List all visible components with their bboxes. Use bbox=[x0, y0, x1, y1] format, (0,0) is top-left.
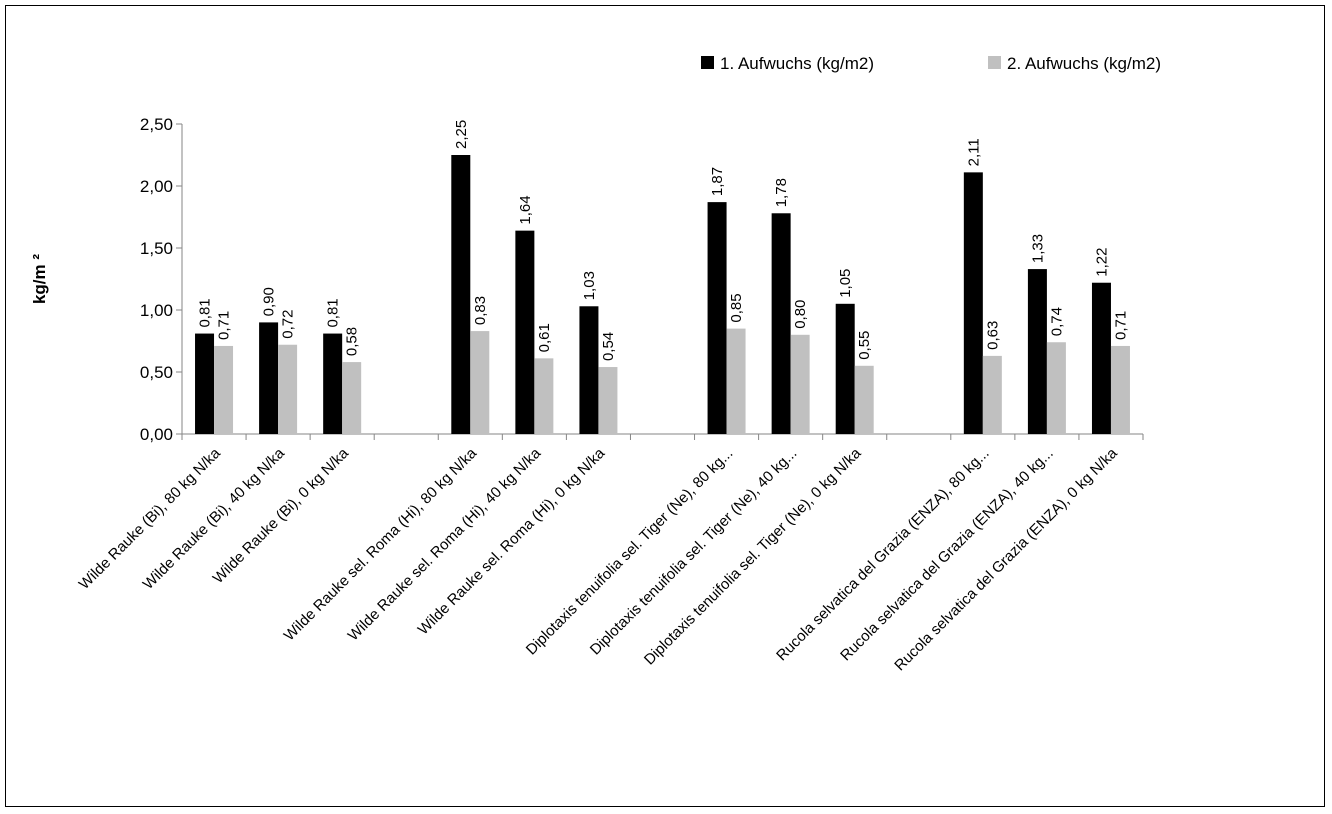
x-category-label: Rucola selvatica del Grazia (ENZA), 0 kg… bbox=[891, 444, 1121, 674]
data-label-series1: 0,81 bbox=[325, 298, 342, 327]
data-label-series1: 1,22 bbox=[1093, 248, 1110, 277]
bar-series1 bbox=[323, 333, 343, 434]
y-tick-label: 1,50 bbox=[140, 239, 173, 258]
bar-series2 bbox=[534, 358, 554, 434]
data-label-series2: 0,54 bbox=[600, 332, 617, 361]
bar-series1 bbox=[259, 322, 279, 434]
y-axis-label: kg/m ² bbox=[30, 254, 49, 304]
bar-series1 bbox=[195, 333, 215, 434]
data-label-series1: 1,05 bbox=[837, 269, 854, 298]
x-category-label: Diplotaxis tenuifolia sel. Tiger (Ne), 0… bbox=[641, 444, 865, 668]
bar-series2 bbox=[278, 344, 298, 434]
data-label-series1: 2,25 bbox=[453, 120, 470, 149]
bar-series2 bbox=[470, 331, 490, 434]
y-tick-label: 0,50 bbox=[140, 363, 173, 382]
bar-series2 bbox=[214, 345, 234, 434]
data-label-series2: 0,85 bbox=[728, 293, 745, 322]
bar-series2 bbox=[342, 362, 362, 434]
data-label-series1: 0,81 bbox=[197, 298, 214, 327]
data-label-series2: 0,72 bbox=[280, 310, 297, 339]
data-label-series2: 0,58 bbox=[344, 327, 361, 356]
bar-series1 bbox=[1027, 269, 1047, 434]
data-label-series1: 1,64 bbox=[517, 195, 534, 224]
bar-series1 bbox=[835, 303, 855, 434]
data-label-series1: 0,90 bbox=[261, 287, 278, 316]
y-tick-label: 1,00 bbox=[140, 301, 173, 320]
data-label-series1: 1,03 bbox=[581, 271, 598, 300]
data-label-series2: 0,55 bbox=[856, 331, 873, 360]
bar-series1 bbox=[451, 155, 471, 434]
bar-series2 bbox=[982, 355, 1002, 434]
y-tick-label: 0,00 bbox=[140, 425, 173, 444]
bar-series2 bbox=[1046, 342, 1066, 434]
data-label-series2: 0,71 bbox=[216, 311, 233, 340]
data-label-series2: 0,63 bbox=[984, 321, 1001, 350]
data-label-series2: 0,61 bbox=[536, 323, 553, 352]
bar-series2 bbox=[1110, 345, 1130, 434]
data-label-series1: 1,33 bbox=[1029, 234, 1046, 263]
bar-series1 bbox=[515, 230, 535, 434]
y-tick-label: 2,50 bbox=[140, 115, 173, 134]
data-label-series1: 1,78 bbox=[773, 178, 790, 207]
data-label-series2: 0,71 bbox=[1112, 311, 1129, 340]
bar-series2 bbox=[726, 328, 746, 434]
bar-series1 bbox=[963, 172, 983, 435]
legend-swatch-series1 bbox=[701, 56, 714, 69]
bar-series1 bbox=[707, 202, 727, 434]
data-label-series2: 0,83 bbox=[472, 296, 489, 325]
bar-series2 bbox=[598, 367, 618, 434]
legend-swatch-series2 bbox=[988, 56, 1001, 69]
legend-label-series1: 1. Aufwuchs (kg/m2) bbox=[720, 54, 874, 73]
x-category-label: Rucola selvatica del Grazia (ENZA), 80 k… bbox=[773, 445, 993, 665]
bar-series1 bbox=[1091, 282, 1111, 434]
data-label-series1: 2,11 bbox=[965, 138, 982, 166]
data-label-series2: 0,74 bbox=[1048, 307, 1065, 336]
data-label-series2: 0,80 bbox=[792, 300, 809, 329]
legend-label-series2: 2. Aufwuchs (kg/m2) bbox=[1007, 54, 1161, 73]
x-category-label: Wilde Rauke (Bi), 0 kg N/ka bbox=[210, 444, 353, 587]
bar-series1 bbox=[771, 213, 791, 434]
bar-series1 bbox=[579, 306, 599, 434]
data-label-series1: 1,87 bbox=[709, 167, 726, 196]
y-tick-label: 2,00 bbox=[140, 177, 173, 196]
bar-series2 bbox=[854, 365, 874, 434]
bar-series2 bbox=[790, 334, 810, 434]
